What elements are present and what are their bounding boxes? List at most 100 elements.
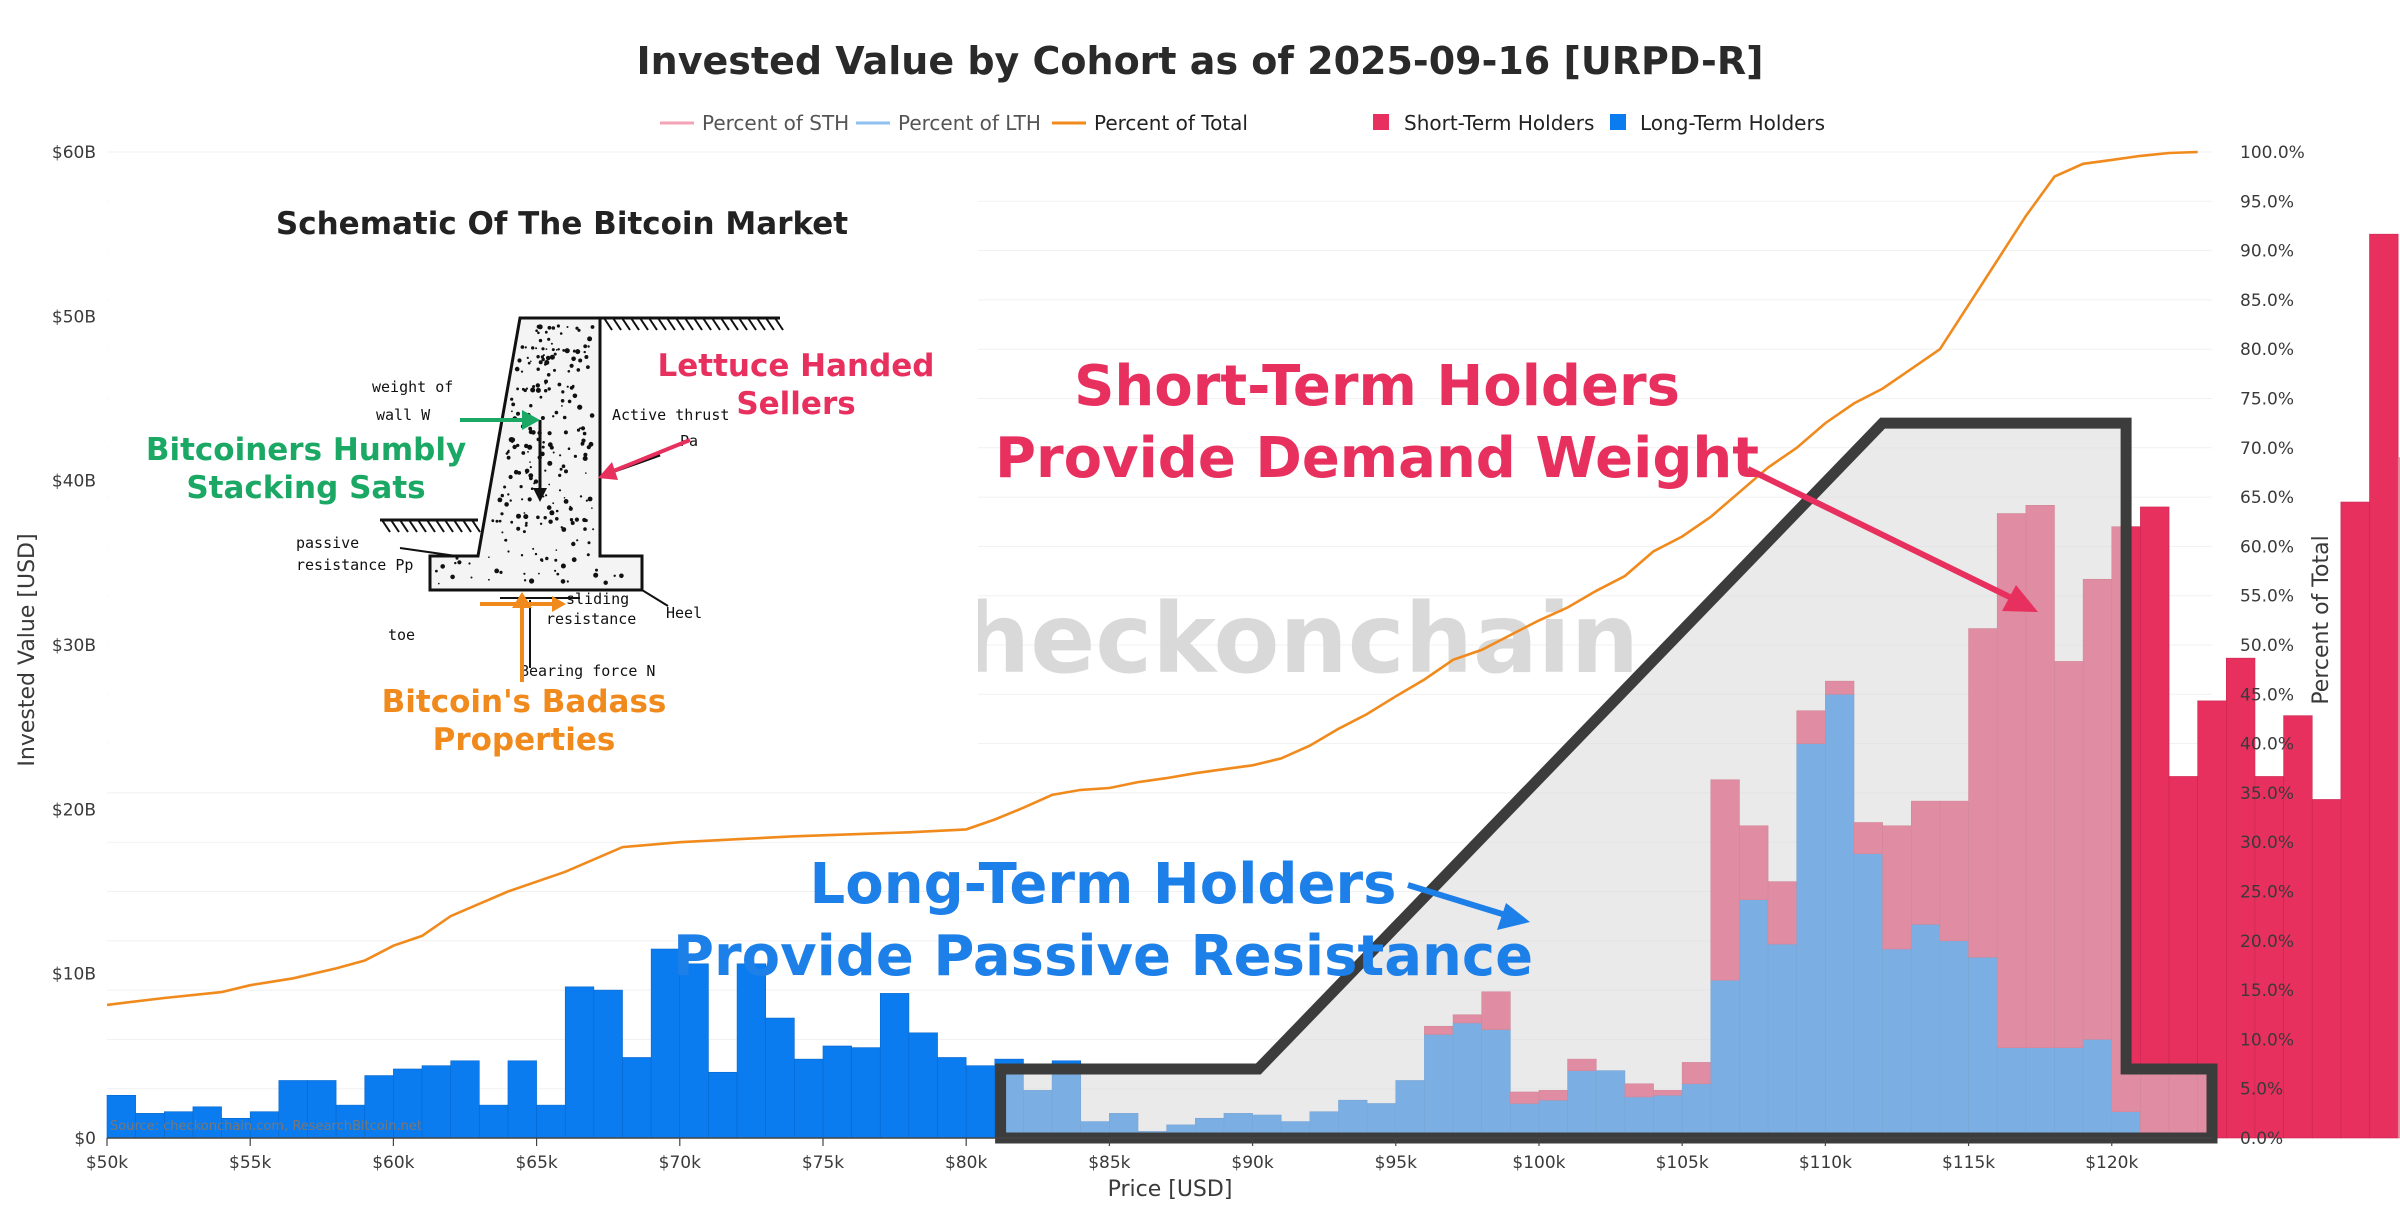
label-bitcoiners-1: Bitcoiners Humbly xyxy=(146,432,466,468)
bar-sth[interactable] xyxy=(2311,799,2342,1139)
speckle xyxy=(508,437,514,443)
legend-item-sth[interactable]: Short-Term Holders xyxy=(1373,111,1594,135)
y2-tick-label: 60.0% xyxy=(2240,537,2294,557)
bar-lth[interactable] xyxy=(192,1106,222,1139)
bar-lth[interactable] xyxy=(822,1045,852,1139)
bar-lth[interactable] xyxy=(736,963,767,1139)
y2-tick-label: 5.0% xyxy=(2240,1080,2283,1100)
bar-lth[interactable] xyxy=(937,1057,967,1139)
label-heel: Heel xyxy=(666,604,702,622)
speckle xyxy=(560,579,566,584)
hatch-line xyxy=(612,317,622,331)
bar-lth[interactable] xyxy=(879,993,910,1139)
bar-sth[interactable] xyxy=(2283,715,2313,1139)
speckle xyxy=(557,382,562,387)
label-active-thrust: Active thrust xyxy=(612,406,729,424)
bar-lth[interactable] xyxy=(135,1113,165,1139)
bar-lth[interactable] xyxy=(908,1032,938,1139)
speckle xyxy=(543,516,547,520)
speckle xyxy=(579,495,583,498)
speckle xyxy=(603,580,608,585)
y2-tick-label: 15.0% xyxy=(2240,981,2294,1001)
legend-item-lth[interactable]: Long-Term Holders xyxy=(1610,111,1825,135)
bar-lth[interactable] xyxy=(163,1111,194,1139)
bar-lth[interactable] xyxy=(679,963,709,1139)
bar-lth[interactable] xyxy=(564,986,595,1139)
bar-lth[interactable] xyxy=(650,948,681,1139)
y-tick-label: $50B xyxy=(52,307,96,327)
speckle xyxy=(524,346,527,349)
legend-label-total-percent: Percent of Total xyxy=(1094,111,1248,135)
bar-lth[interactable] xyxy=(965,1065,996,1139)
x-tick-label: $60k xyxy=(372,1153,414,1173)
y-tick-label: $40B xyxy=(52,472,96,492)
speckle xyxy=(546,505,552,510)
bar-lth[interactable] xyxy=(765,1017,795,1139)
speckle xyxy=(519,485,523,489)
speckle xyxy=(516,513,521,519)
speckle xyxy=(551,326,556,330)
speckle xyxy=(525,471,528,474)
orange-arrowhead-right xyxy=(552,596,566,612)
legend-item-total-percent[interactable]: Percent of Total xyxy=(1052,111,1248,135)
legend-item-sth-percent[interactable]: Percent of STH xyxy=(660,111,849,135)
speckle xyxy=(523,514,529,520)
hatch-line xyxy=(399,519,409,533)
legend-label-sth: Short-Term Holders xyxy=(1404,111,1594,135)
bar-lth[interactable] xyxy=(364,1075,394,1139)
annotation-sth-line1: Short-Term Holders xyxy=(1074,354,1680,419)
speckle xyxy=(554,558,558,562)
bar-lth[interactable] xyxy=(622,1057,652,1139)
bar-lth[interactable] xyxy=(794,1058,824,1139)
y-axis-label: Invested Value [USD] xyxy=(15,533,40,766)
bar-sth[interactable] xyxy=(2369,233,2399,1139)
bar-lth[interactable] xyxy=(536,1104,566,1139)
speckle xyxy=(566,326,569,328)
speckle xyxy=(553,368,556,372)
schematic-inset: Schematic Of The Bitcoin Market weight o… xyxy=(108,190,978,780)
bar-lth[interactable] xyxy=(278,1080,308,1139)
speckle xyxy=(564,348,570,354)
bar-sth[interactable] xyxy=(2140,506,2170,1139)
bar-lth[interactable] xyxy=(421,1065,451,1139)
speckle xyxy=(527,451,529,453)
x-tick-label: $105k xyxy=(1656,1153,1709,1173)
speckle xyxy=(619,573,624,579)
y2-tick-label: 0.0% xyxy=(2240,1129,2283,1149)
speckle xyxy=(580,443,583,446)
speckle xyxy=(577,404,583,410)
speckle xyxy=(581,438,586,443)
speckle xyxy=(530,487,534,491)
bar-sth[interactable] xyxy=(2226,657,2256,1139)
bar-sth[interactable] xyxy=(2340,501,2370,1139)
speckle xyxy=(521,451,526,455)
y2-tick-label: 30.0% xyxy=(2240,833,2294,853)
bar-lth[interactable] xyxy=(479,1104,509,1139)
label-badass-2: Properties xyxy=(433,722,616,758)
y-tick-label: $30B xyxy=(52,636,96,656)
bar-lth[interactable] xyxy=(249,1111,280,1139)
speckle xyxy=(527,361,531,365)
hatch-line xyxy=(381,519,391,533)
bar-lth[interactable] xyxy=(593,989,623,1139)
speckle xyxy=(529,578,535,584)
label-weight-of: weight of xyxy=(372,378,453,396)
legend-item-lth-percent[interactable]: Percent of LTH xyxy=(856,111,1041,135)
bar-sth[interactable] xyxy=(2254,776,2284,1139)
bar-lth[interactable] xyxy=(851,1047,881,1139)
bar-lth[interactable] xyxy=(708,1071,738,1139)
bar-lth[interactable] xyxy=(106,1094,136,1139)
legend-label-lth-percent: Percent of LTH xyxy=(898,111,1041,135)
bar-lth[interactable] xyxy=(307,1080,337,1139)
overlay-fill xyxy=(1000,423,2212,1139)
bar-lth[interactable] xyxy=(335,1104,366,1139)
speckle xyxy=(580,426,586,431)
speckle xyxy=(529,466,532,469)
speckle xyxy=(578,329,581,331)
hatch-line xyxy=(462,519,472,533)
speckle xyxy=(586,445,591,450)
bar-sth-above-spot[interactable] xyxy=(2397,457,2400,1139)
speckle xyxy=(488,556,490,558)
bar-lth[interactable] xyxy=(507,1060,537,1139)
bar-lth[interactable] xyxy=(450,1060,480,1139)
